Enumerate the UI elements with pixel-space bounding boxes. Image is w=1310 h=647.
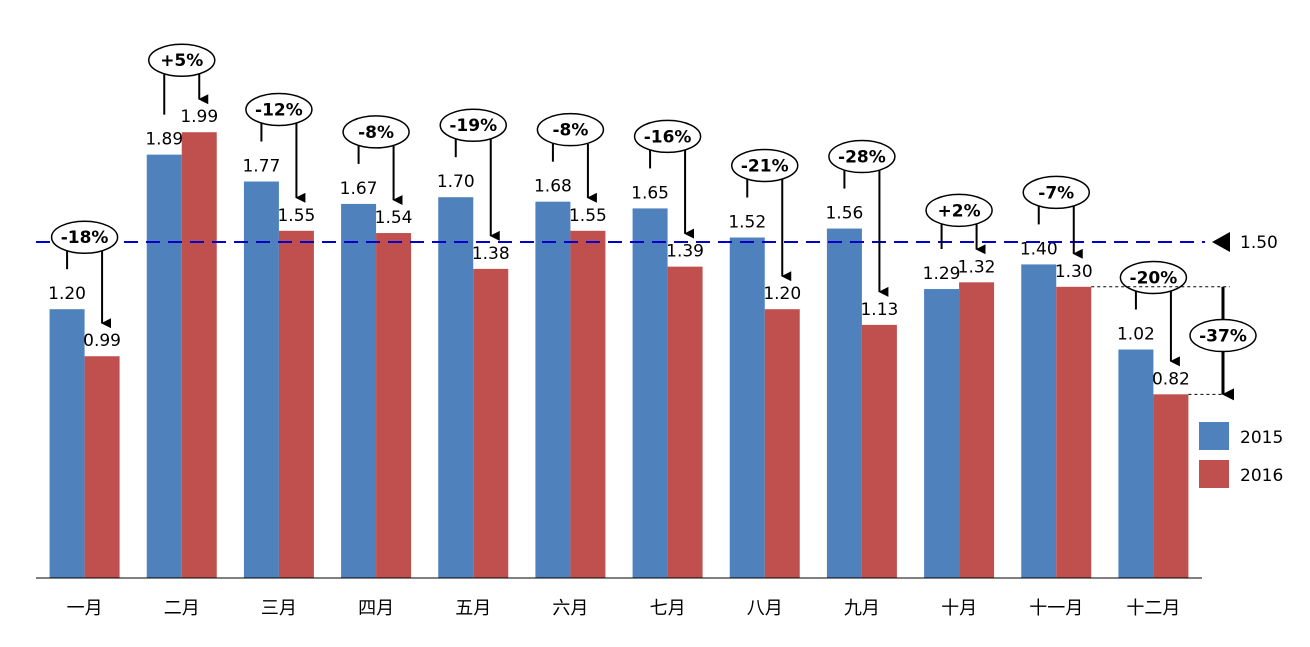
change-bubble [633, 119, 702, 154]
x-tick-label: 六月 [552, 598, 588, 619]
data-label-2015: 1.56 [825, 204, 863, 224]
legend-swatch-2015 [1199, 422, 1229, 450]
bar-2016 [376, 233, 412, 579]
data-label-2016: 1.55 [277, 206, 315, 226]
bar-2015 [341, 203, 377, 579]
change-label: -21% [741, 157, 789, 177]
x-tick-label: 二月 [164, 598, 200, 619]
legend-swatch-2016 [1199, 460, 1229, 488]
change-label: -20% [1130, 269, 1178, 289]
data-label-2015: 1.29 [923, 264, 961, 284]
data-label-2016: 1.38 [472, 244, 510, 264]
data-label-2015: 1.77 [242, 157, 280, 177]
data-label-2015: 1.70 [437, 172, 475, 192]
change-label: -19% [449, 116, 497, 136]
change-bubble [1022, 175, 1090, 210]
data-label-2016: 1.99 [180, 107, 218, 127]
bar-2016 [1153, 394, 1189, 578]
data-label-2015: 1.89 [145, 130, 183, 150]
bar-2016 [667, 266, 703, 578]
legend-label-2015: 2015 [1240, 428, 1283, 448]
reference-label: 1.50 [1240, 233, 1278, 253]
change-label: +5% [160, 51, 203, 71]
data-label-2015: 1.67 [340, 179, 378, 199]
data-label-2015: 1.40 [1020, 239, 1058, 259]
change-label: -12% [255, 101, 303, 121]
data-label-2016: 1.32 [958, 257, 996, 277]
x-tick-label: 一月 [67, 598, 103, 619]
bar-2016 [1056, 286, 1092, 578]
bar-2015 [1021, 264, 1057, 578]
change-label: -8% [358, 123, 394, 143]
x-tick-label: 八月 [747, 598, 783, 619]
data-label-2015: 1.20 [48, 284, 86, 304]
bar-2016 [278, 230, 314, 579]
data-label-2016: 1.13 [860, 300, 898, 320]
reference-marker-icon [1212, 232, 1230, 252]
change-bubble [1119, 260, 1188, 295]
x-tick-label: 七月 [650, 598, 686, 619]
bar-2016 [473, 268, 509, 578]
data-label-2016: 0.99 [83, 331, 121, 351]
x-tick-label: 十一月 [1029, 598, 1083, 619]
change-label: -8% [552, 121, 588, 141]
total-change-bubble [1189, 318, 1257, 353]
change-label: -7% [1038, 183, 1074, 203]
change-bubble [148, 43, 216, 77]
legend-label-2016: 2016 [1240, 466, 1283, 486]
data-label-2016: 1.55 [569, 206, 607, 226]
bar-2015 [826, 228, 862, 578]
x-tick-label: 四月 [358, 598, 394, 619]
bar-2015 [924, 289, 960, 578]
change-bubble [925, 193, 993, 228]
data-label-2016: 1.30 [1055, 262, 1093, 282]
change-label: -16% [644, 127, 692, 147]
data-label-2016: 1.20 [763, 284, 801, 304]
bar-2016 [861, 324, 897, 578]
bar-2015 [1118, 349, 1154, 578]
change-bubble [245, 92, 313, 127]
bar-2016 [959, 282, 995, 578]
x-tick-label: 三月 [261, 598, 297, 619]
bar-2015 [49, 309, 85, 578]
change-bubble [536, 112, 605, 147]
change-bubble [731, 148, 799, 183]
bar-2016 [84, 356, 120, 578]
x-tick-label: 十月 [941, 598, 977, 619]
bar-2016 [181, 132, 217, 579]
bar-2015 [729, 237, 765, 578]
bar-2016 [570, 230, 606, 579]
change-label: -28% [838, 148, 886, 168]
data-label-2016: 1.39 [666, 242, 704, 262]
change-bubble [342, 115, 410, 149]
x-tick-label: 九月 [844, 598, 880, 619]
bar-2015 [632, 208, 668, 578]
data-label-2015: 1.52 [728, 213, 766, 233]
change-label: +2% [938, 201, 981, 221]
change-bubble [50, 220, 119, 254]
bar-2015 [243, 181, 279, 578]
x-tick-label: 五月 [455, 598, 491, 619]
data-label-2015: 1.02 [1117, 325, 1155, 345]
bar-2016 [764, 309, 800, 578]
change-bubble [439, 108, 507, 142]
data-label-2015: 1.65 [631, 183, 669, 203]
x-tick-label: 十二月 [1126, 598, 1180, 619]
bar-2015 [146, 154, 182, 578]
total-change-label: -37% [1199, 327, 1247, 347]
data-label-2016: 0.82 [1152, 369, 1190, 389]
change-label: -18% [61, 228, 109, 248]
bar-2015 [438, 197, 474, 578]
data-label-2016: 1.54 [375, 208, 413, 228]
change-bubble [828, 139, 896, 174]
data-label-2015: 1.68 [534, 177, 572, 197]
bar-2015 [535, 201, 571, 578]
